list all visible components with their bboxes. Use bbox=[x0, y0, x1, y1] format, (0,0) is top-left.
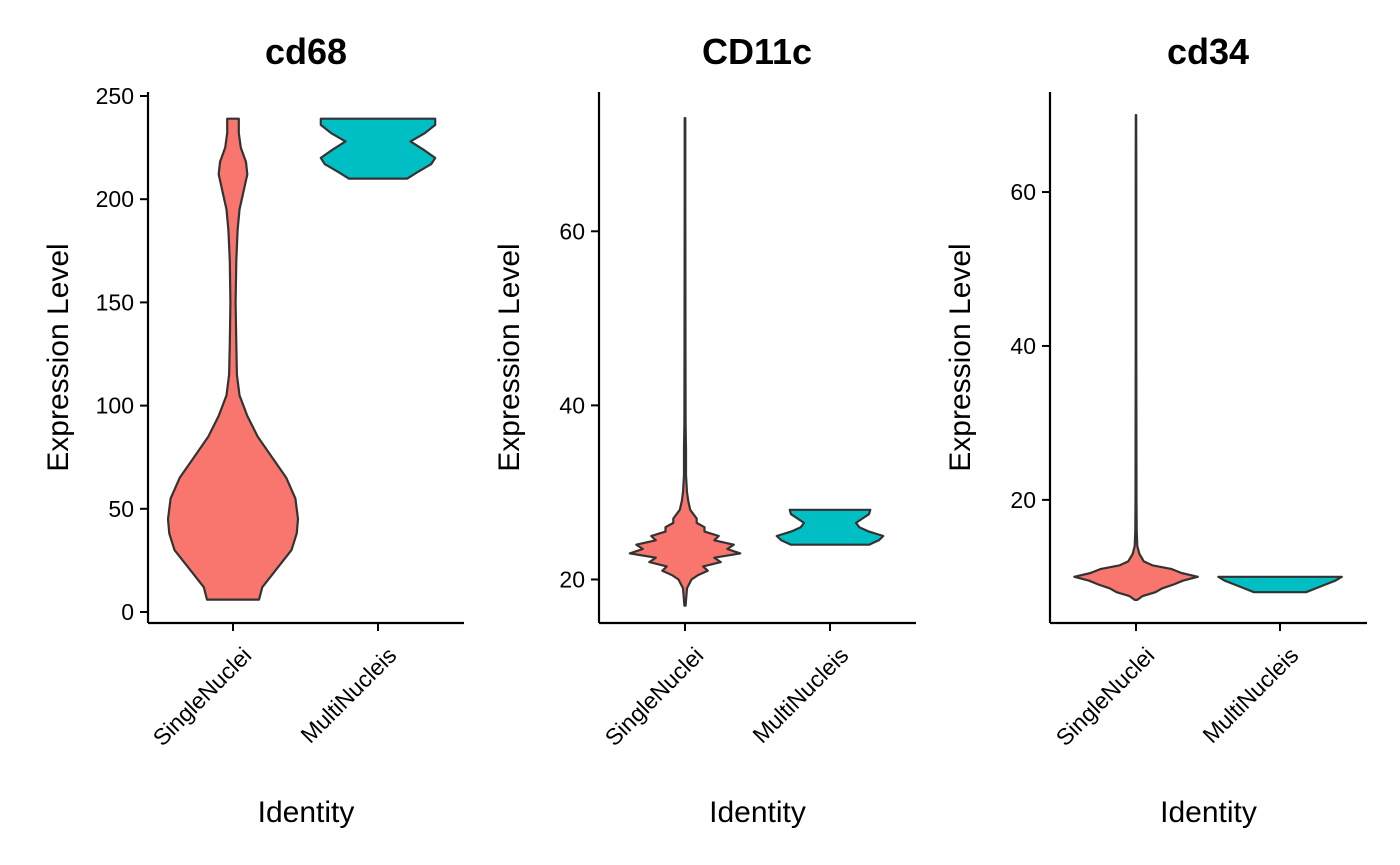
y-tick-label: 60 bbox=[1010, 179, 1036, 205]
x-axis-label: Identity bbox=[258, 796, 355, 829]
y-tick-label: 40 bbox=[1010, 333, 1036, 359]
y-axis-label: Expression Level bbox=[42, 243, 75, 471]
violin-singlenuclei bbox=[1073, 114, 1199, 601]
violin-singlenuclei bbox=[166, 117, 300, 601]
y-tick-label: 60 bbox=[559, 218, 585, 244]
panel-title: cd34 bbox=[1167, 31, 1249, 72]
x-tick-label-multinucleis: MultiNucleis bbox=[747, 642, 853, 748]
y-tick-label: 40 bbox=[559, 392, 585, 418]
y-tick-label: 150 bbox=[96, 289, 134, 315]
y-axis-label: Expression Level bbox=[944, 243, 977, 471]
y-tick-label: 50 bbox=[108, 496, 134, 522]
x-tick-label-singlenuclei: SingleNuclei bbox=[1051, 642, 1160, 751]
violin-multinucleis bbox=[775, 508, 885, 546]
y-tick-label: 200 bbox=[96, 186, 134, 212]
violin-multinucleis bbox=[319, 117, 437, 180]
violin-multinucleis bbox=[1217, 575, 1343, 594]
panel-cd11c: CD11c Expression Level Identity SingleNu… bbox=[493, 31, 916, 829]
y-tick-label: 20 bbox=[1010, 487, 1036, 513]
y-tick-label: 20 bbox=[559, 566, 585, 592]
y-axis-label: Expression Level bbox=[493, 243, 526, 471]
x-tick-label-singlenuclei: SingleNuclei bbox=[148, 642, 257, 751]
x-axis-label: Identity bbox=[1160, 796, 1257, 829]
x-tick-label-singlenuclei: SingleNuclei bbox=[600, 642, 709, 751]
x-tick-label-multinucleis: MultiNucleis bbox=[295, 642, 401, 748]
x-tick-label-multinucleis: MultiNucleis bbox=[1197, 642, 1303, 748]
panel-title: CD11c bbox=[702, 31, 812, 72]
y-tick-label: 250 bbox=[96, 83, 134, 109]
y-tick-label: 100 bbox=[96, 393, 134, 419]
panel-title: cd68 bbox=[265, 31, 347, 72]
x-axis-label: Identity bbox=[709, 796, 806, 829]
panel-cd68: cd68 Expression Level Identity SingleNuc… bbox=[42, 31, 464, 829]
y-tick-label: 0 bbox=[121, 599, 134, 625]
violin-singlenuclei bbox=[628, 117, 742, 607]
panel-cd34: cd34 Expression Level Identity SingleNuc… bbox=[944, 31, 1367, 829]
